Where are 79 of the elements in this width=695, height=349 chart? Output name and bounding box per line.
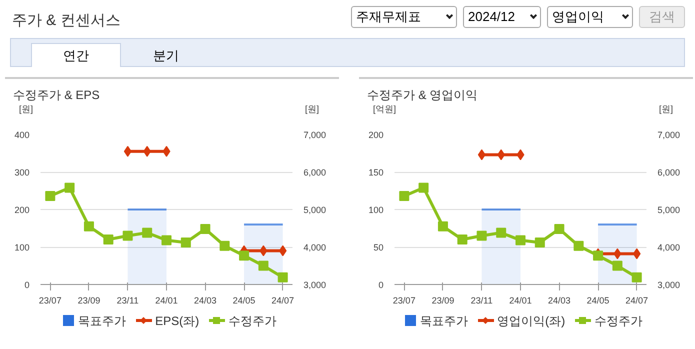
x-tick-label: 23/07: [392, 296, 416, 306]
x-tick-label: 24/07: [272, 296, 294, 306]
y-tick-label: 50: [373, 242, 384, 252]
y-axis-title: [원]: [19, 103, 34, 116]
y2-axis-title: [원]: [659, 103, 674, 116]
point: [534, 238, 545, 248]
x-tick-label: 24/01: [509, 296, 532, 306]
text: 주재무제표: [351, 6, 457, 28]
y-tick-label: 0: [378, 280, 384, 290]
y2-tick-label: 3,000: [658, 280, 680, 290]
point: [418, 182, 429, 193]
point: [399, 191, 410, 201]
x-tick-label: 23/09: [432, 296, 454, 306]
chart-title: 수정주가 & 영업이익: [366, 87, 479, 102]
point: [476, 230, 487, 241]
y-tick-label: 200: [368, 130, 384, 140]
point: [142, 228, 152, 238]
y-axis-title: [억원]: [373, 103, 396, 116]
y2-tick-label: 7,000: [304, 130, 326, 140]
y-tick-label: 150: [368, 168, 384, 178]
point: [45, 191, 56, 201]
point: [220, 240, 230, 251]
point: [258, 260, 268, 271]
legend-label: 수정주가: [228, 314, 277, 328]
legend-label: 영업이익(좌): [497, 314, 566, 328]
point: [612, 260, 622, 271]
point: [632, 272, 642, 282]
x-tick-label: 23/09: [78, 296, 100, 306]
legend-label: 목표주가: [78, 314, 126, 328]
point: [554, 224, 564, 234]
point: [593, 250, 604, 261]
point: [162, 235, 172, 246]
x-tick-label: 24/07: [626, 296, 648, 306]
point: [516, 235, 526, 246]
y2-tick-label: 5,000: [304, 205, 326, 215]
y2-axis-title: [원]: [305, 103, 320, 116]
y2-tick-label: 4,000: [658, 242, 680, 252]
point: [457, 234, 468, 244]
point: [122, 230, 133, 241]
x-tick-label: 24/05: [232, 296, 256, 306]
y-tick-label: 300: [14, 168, 30, 178]
y-tick-label: 0: [24, 280, 30, 290]
point: [278, 272, 288, 282]
text: 연간: [31, 43, 121, 67]
y2-tick-label: 3,000: [304, 280, 326, 290]
y2-tick-label: 6,000: [658, 168, 680, 178]
x-tick-label: 24/05: [586, 296, 610, 306]
point: [200, 224, 210, 234]
text: 영업이익: [547, 6, 633, 28]
x-tick-label: 24/03: [194, 296, 217, 306]
point: [84, 221, 94, 232]
x-tick-label: 23/11: [470, 296, 493, 306]
x-tick-label: 24/01: [155, 296, 178, 306]
y-tick-label: 400: [14, 130, 30, 140]
point: [103, 234, 114, 244]
point: [496, 228, 506, 238]
y2-tick-label: 5,000: [658, 205, 680, 215]
legend-label: 목표주가: [420, 314, 468, 328]
x-tick-label: 23/07: [38, 296, 62, 306]
point: [574, 240, 584, 251]
y2-tick-label: 4,000: [304, 242, 326, 252]
y2-tick-label: 6,000: [304, 168, 326, 178]
y-tick-label: 100: [14, 242, 30, 252]
legend-label: 수정주가: [594, 314, 643, 328]
legend-label: EPS(좌): [155, 314, 200, 328]
point: [239, 250, 250, 261]
text: 검색: [639, 6, 685, 28]
y2-tick-label: 7,000: [658, 130, 680, 140]
chart-title: 수정주가 & EPS: [12, 87, 101, 102]
point: [64, 182, 75, 193]
x-tick-label: 23/11: [116, 296, 139, 306]
point: [438, 221, 448, 232]
point: [180, 238, 191, 248]
y-tick-label: 200: [14, 205, 30, 215]
text: 주가 & 컨센서스: [12, 11, 120, 31]
y-tick-label: 100: [368, 205, 384, 215]
x-tick-label: 24/03: [548, 296, 571, 306]
text: 분기: [152, 47, 180, 65]
text: 2024/12: [463, 6, 541, 28]
